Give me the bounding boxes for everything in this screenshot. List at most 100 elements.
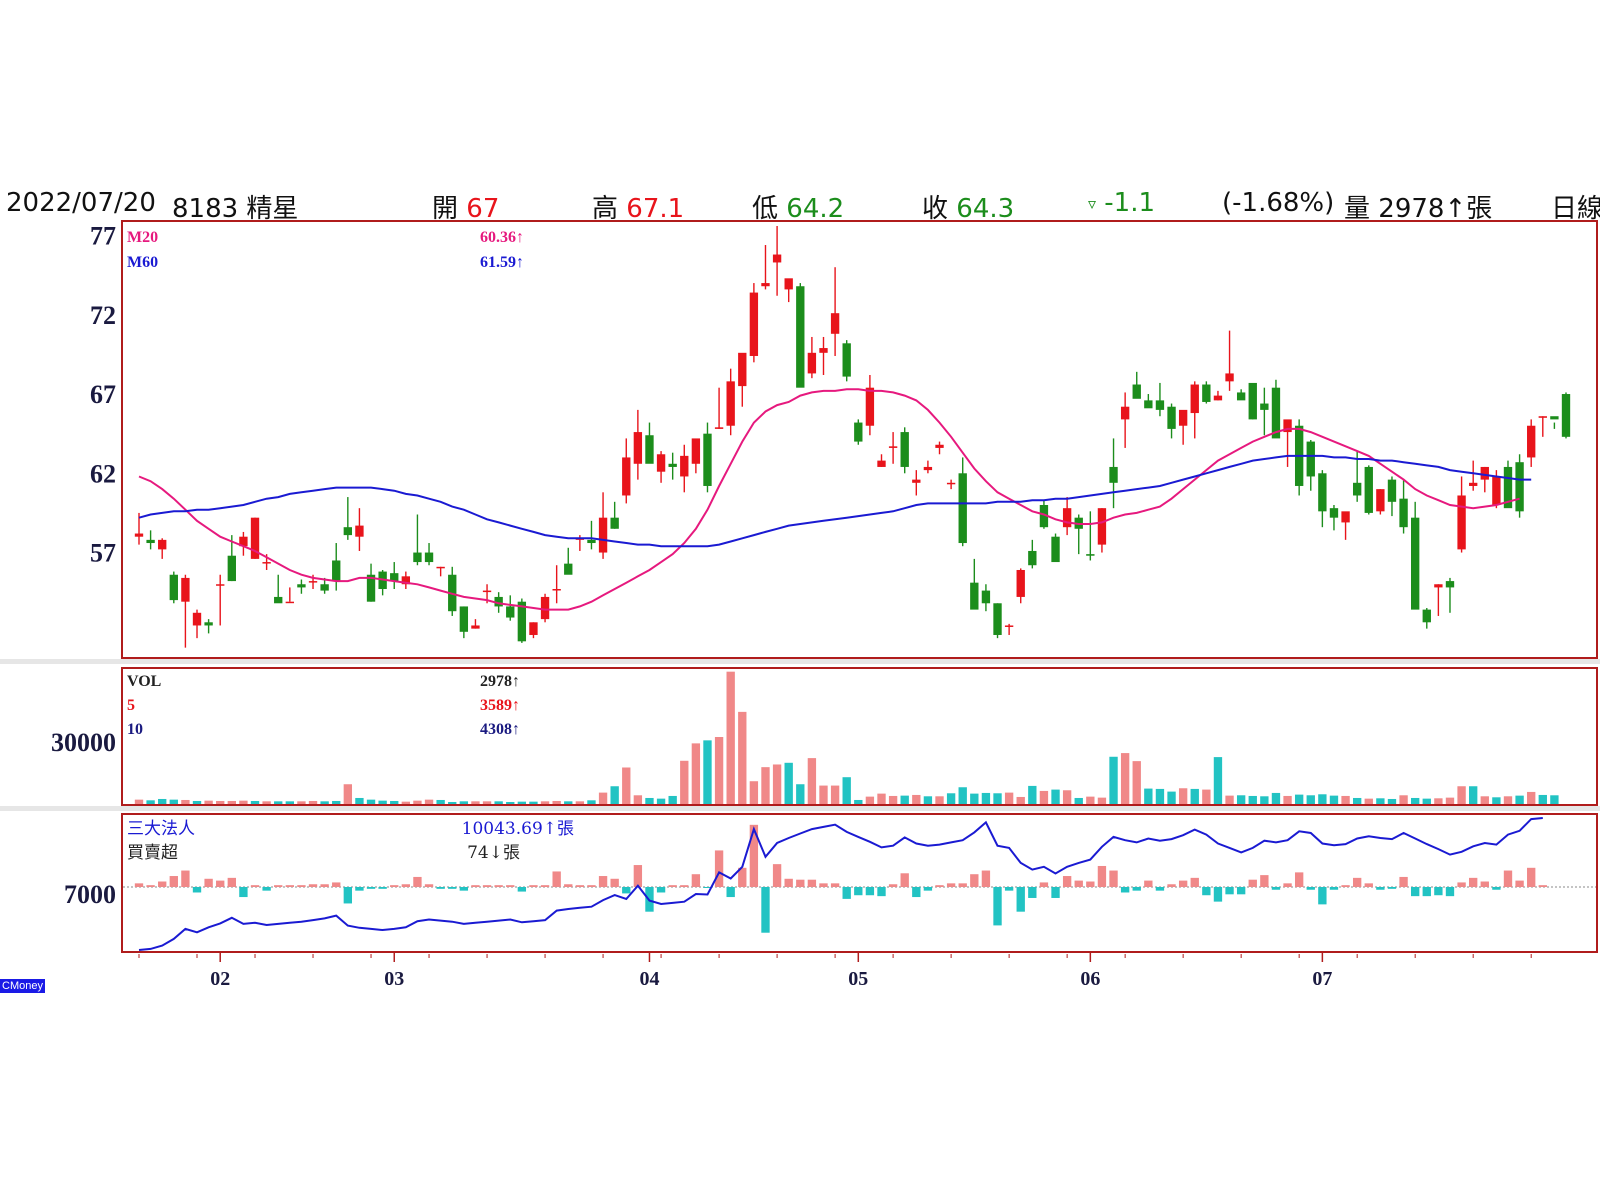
volume-bar [1225,795,1234,804]
net-bar [923,887,933,891]
net-bar [343,887,353,904]
net-bar [796,879,805,887]
net-bar [1527,867,1536,887]
volume-bar [1329,795,1339,804]
net-bar [1294,872,1304,887]
net-bar [1271,887,1281,890]
candle-body [796,286,805,388]
net-bar [668,885,677,887]
volume-bar [935,796,944,804]
net-bar [169,876,178,887]
net-bar [807,879,817,887]
candle-body [1051,536,1060,563]
candle-body [772,254,782,263]
volume-bar [946,793,956,804]
candle-body [1109,466,1118,483]
vol-value: 2978↑張 [1378,194,1493,224]
candle-body [784,278,793,290]
volume-bar [1364,798,1373,804]
net-bar [529,885,538,887]
net-bar [181,870,190,887]
net-bar [262,887,271,891]
volume-bar [401,801,411,804]
candle-body [610,517,619,529]
net-bar [216,880,225,887]
candle-body [297,584,306,588]
candle-body [923,466,933,471]
candle-body [1086,554,1095,556]
candle-body [1550,416,1559,420]
price-y-axis: 77 72 67 62 57 [90,222,116,568]
volume-bar [459,801,469,804]
separator-1 [0,659,1600,664]
volume-bar [181,799,190,804]
net-bar [285,885,294,887]
volume-bar [366,799,376,804]
candle-body [854,422,863,442]
net-bar [1515,880,1524,887]
net-bar [448,887,457,889]
candle-body [703,433,712,486]
candle-body [436,566,445,569]
net-bar [146,885,155,887]
candle-body [842,343,851,377]
net-bar [819,883,828,887]
volume-bar [564,801,573,804]
net-bar [308,884,318,887]
net-bar [656,887,666,893]
net-bar [482,885,492,887]
net-bar [1318,887,1327,905]
volume-bar [1271,792,1281,804]
net-bar [1399,876,1408,887]
volume-bar [436,799,445,804]
candle-body [540,596,550,620]
net-bar [134,883,144,887]
volume-bar [1399,795,1408,804]
triangle-down-icon: ▿ [1088,194,1097,213]
candle-body [1213,395,1223,401]
candle-body [1132,384,1141,399]
net-bar [494,885,503,887]
volume-bar [900,795,909,804]
candle-body [1120,406,1130,420]
ma20-legend-value: 60.36↑ [480,229,524,246]
candle-body [181,577,190,602]
net-bar [865,887,875,896]
net-bar [1434,887,1443,896]
candle-body [1260,403,1269,410]
candle-body [1225,373,1234,382]
candle-body [877,460,886,467]
volume-bar [703,740,712,804]
net-bar [784,878,793,887]
net-bar [274,885,283,887]
volume-bar [726,671,735,804]
candle-body [239,536,248,547]
candle-body [668,463,677,467]
net-bar [1004,887,1014,891]
volume-bar [1039,790,1049,804]
volume-bar [1411,797,1420,804]
net-bar [1538,885,1547,887]
candle-body [332,560,341,582]
volume-bar [494,801,503,804]
volume-bar [1178,788,1188,804]
candle-body [1271,387,1281,439]
x-tick-label-03: 03 [384,968,404,990]
volume-bar [308,800,318,804]
institutional-legend-value: 10043.69↑張 [462,819,574,839]
candle-body [1422,609,1431,623]
volume-bar [1132,761,1141,804]
volume-bar [285,801,294,804]
candle-body [1178,409,1188,426]
net-bar [1352,877,1362,887]
volume-bar [216,800,225,804]
candle-body [1097,508,1107,545]
price-y-tick-0: 77 [90,222,116,251]
net-bar [1086,881,1095,887]
net-bar [958,883,967,887]
volume-bar [158,798,167,804]
net-bar [738,867,747,887]
net-bar [1190,877,1199,887]
net-bar [830,883,840,887]
net-bar [390,885,399,887]
